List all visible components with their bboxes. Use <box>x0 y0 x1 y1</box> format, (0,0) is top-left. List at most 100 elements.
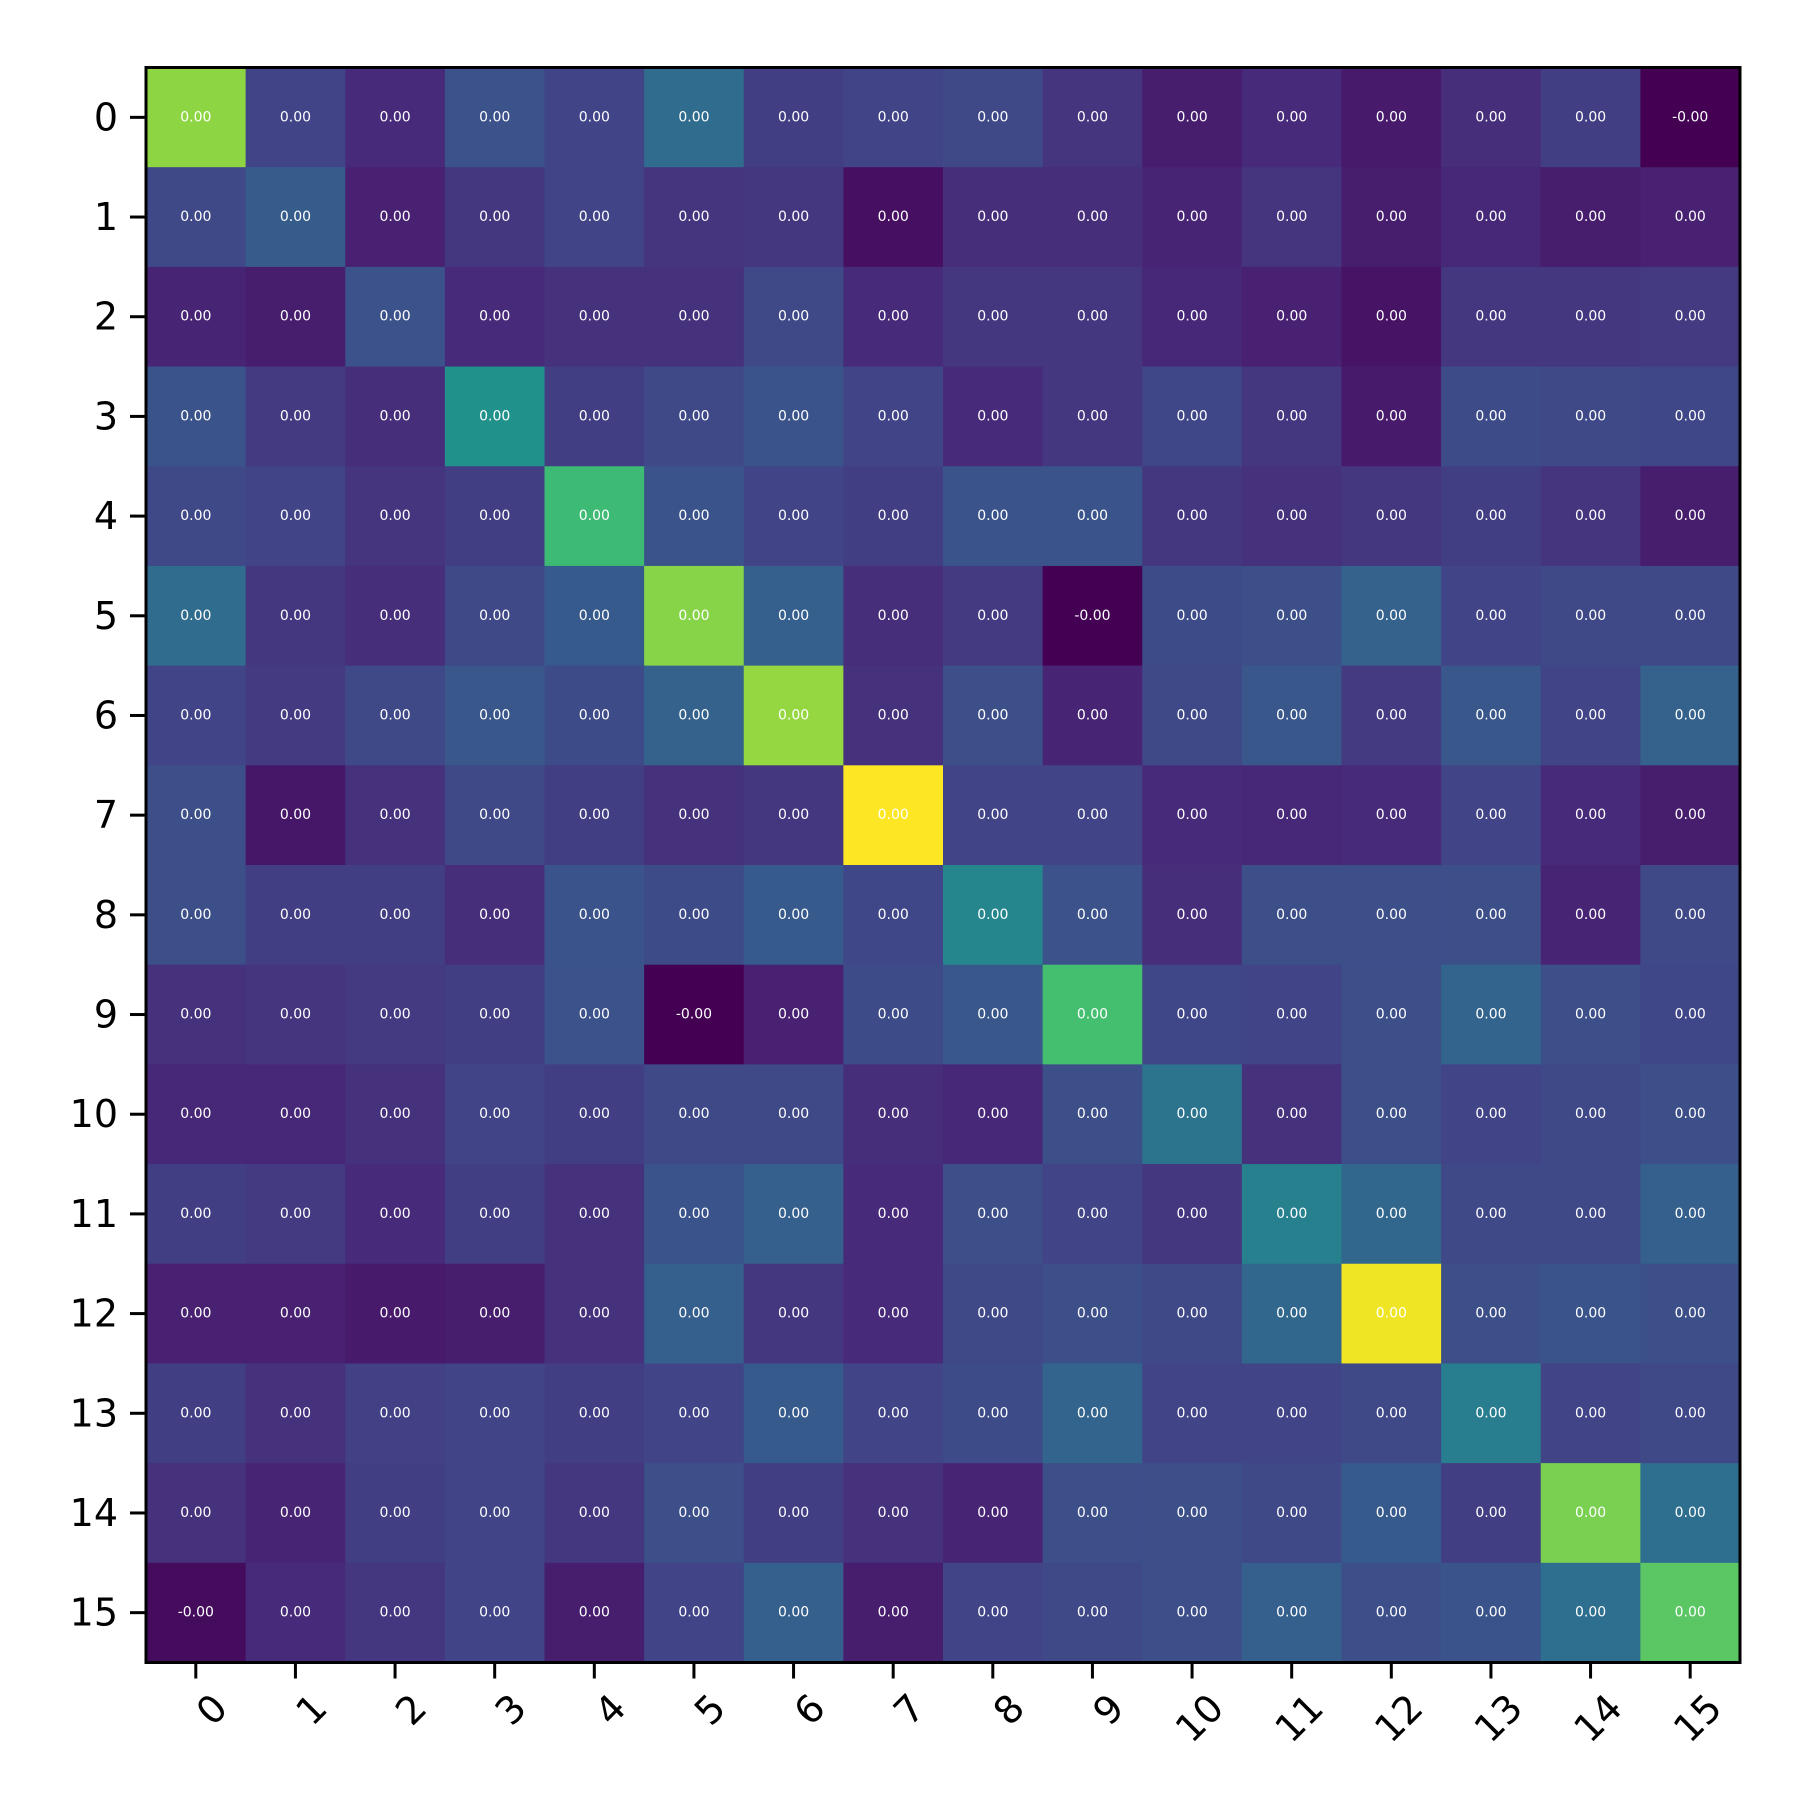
heatmap-cell <box>245 1164 346 1265</box>
heatmap-cell <box>345 765 446 866</box>
y-tick-label: 11 <box>70 1192 118 1236</box>
cell-value-label: 0.00 <box>180 807 211 823</box>
cell-value-label: 0.00 <box>878 1605 909 1621</box>
heatmap-cell <box>943 1164 1044 1265</box>
x-tick-label: 8 <box>985 1686 1033 1734</box>
heatmap-cell <box>1042 865 1143 966</box>
heatmap-cell <box>1241 1263 1343 1365</box>
heatmap-cell <box>1441 167 1542 268</box>
heatmap-cell <box>1540 366 1641 467</box>
heatmap-cell <box>743 1463 844 1564</box>
cell-value-label: 0.00 <box>280 1007 311 1023</box>
cell-value-label: 0.00 <box>1376 1106 1407 1122</box>
cell-value-label: 0.00 <box>379 1206 410 1222</box>
heatmap-cell <box>1540 1463 1641 1564</box>
cell-value-label: 0.00 <box>1276 109 1307 125</box>
heatmap-cell <box>743 565 844 667</box>
cell-value-label: 0.00 <box>977 1106 1008 1122</box>
heatmap-cell <box>245 1463 346 1564</box>
cell-value-label: 0.00 <box>778 1106 809 1122</box>
heatmap-cell <box>1241 565 1343 667</box>
heatmap-cell <box>444 1463 546 1564</box>
cell-value-label: 0.00 <box>180 907 211 923</box>
cell-value-label: 0.00 <box>878 907 909 923</box>
heatmap-cell <box>1540 865 1641 966</box>
heatmap-cell <box>1241 266 1343 368</box>
heatmap-cell <box>1042 1562 1143 1664</box>
heatmap-cell <box>146 665 247 766</box>
cell-value-label: 0.00 <box>280 1505 311 1521</box>
cell-value-label: 0.00 <box>1475 1306 1506 1322</box>
heatmap-cell <box>1042 1263 1143 1365</box>
cell-value-label: 0.00 <box>1077 209 1108 225</box>
heatmap-cell <box>444 67 546 168</box>
heatmap-cell <box>146 1562 247 1664</box>
heatmap-cell <box>1540 665 1641 766</box>
cell-value-label: 0.00 <box>1675 1106 1706 1122</box>
heatmap-cell <box>345 865 446 966</box>
cell-value-label: 0.00 <box>1276 807 1307 823</box>
heatmap-cell <box>544 565 645 667</box>
y-tick-label: 5 <box>94 594 118 638</box>
cell-value-label: 0.00 <box>977 1007 1008 1023</box>
cell-value-label: 0.00 <box>1077 1505 1108 1521</box>
heatmap-cell <box>1441 366 1542 467</box>
heatmap-cell <box>544 1463 645 1564</box>
heatmap-cell <box>1241 1463 1343 1564</box>
cell-value-label: 0.00 <box>479 707 510 723</box>
cell-value-label: 0.00 <box>778 1007 809 1023</box>
cell-value-label: 0.00 <box>1077 508 1108 524</box>
heatmap-cell <box>444 266 546 368</box>
cell-value-label: 0.00 <box>180 209 211 225</box>
cell-value-label: 0.00 <box>379 907 410 923</box>
cell-value-label: 0.00 <box>1077 1405 1108 1421</box>
heatmap-cell <box>1142 167 1243 268</box>
heatmap-cell <box>1640 1363 1741 1464</box>
x-axis: 0 1 2 3 4 5 6 7 8 9 10 11 12 13 14 15 <box>188 1662 1730 1751</box>
cell-value-label: 0.00 <box>1475 1405 1506 1421</box>
heatmap-cell <box>146 167 247 268</box>
heatmap-cell <box>1241 67 1343 168</box>
cell-value-label: 0.00 <box>1276 1306 1307 1322</box>
heatmap-cell <box>345 1263 446 1365</box>
heatmap-cell <box>743 1064 844 1165</box>
heatmap-cell <box>345 665 446 766</box>
heatmap-cell <box>843 964 944 1065</box>
x-tick-label: 10 <box>1167 1686 1232 1751</box>
heatmap-cell <box>345 67 446 168</box>
heatmap-cell <box>1241 665 1343 766</box>
cell-value-label: 0.00 <box>1376 209 1407 225</box>
cell-value-label: 0.00 <box>678 707 709 723</box>
cell-value-label: 0.00 <box>977 309 1008 325</box>
cell-value-label: 0.00 <box>1376 807 1407 823</box>
heatmap-cell <box>345 1363 446 1464</box>
cell-value-label: 0.00 <box>1176 807 1207 823</box>
heatmap-cell <box>1142 765 1243 866</box>
heatmap-cell <box>644 1263 745 1365</box>
heatmap-cell <box>943 1263 1044 1365</box>
heatmap-cell <box>1341 466 1442 567</box>
heatmap-cell <box>1441 565 1542 667</box>
cell-value-label: 0.00 <box>1475 1007 1506 1023</box>
cell-value-label: 0.00 <box>1176 1106 1207 1122</box>
heatmap-cell <box>1142 1263 1243 1365</box>
heatmap-cell <box>644 266 745 368</box>
heatmap-cell <box>943 1463 1044 1564</box>
heatmap-cell <box>146 67 247 168</box>
heatmap-cell <box>1540 167 1641 268</box>
heatmap-cell <box>1241 1562 1343 1664</box>
cell-value-label: 0.00 <box>479 1405 510 1421</box>
cell-value-label: 0.00 <box>1276 1405 1307 1421</box>
heatmap-cell <box>444 765 546 866</box>
heatmap-cell <box>245 466 346 567</box>
cell-value-label: 0.00 <box>977 1206 1008 1222</box>
cell-value-label: 0.00 <box>1575 1106 1606 1122</box>
heatmap-cell <box>1441 67 1542 168</box>
heatmap-cell <box>1640 1562 1741 1664</box>
cell-value-label: 0.00 <box>1475 1605 1506 1621</box>
x-tick-label: 5 <box>686 1686 734 1734</box>
heatmap-cell <box>544 1363 645 1464</box>
cell-value-label: 0.00 <box>180 109 211 125</box>
x-tick-label: 12 <box>1366 1686 1431 1751</box>
cell-value-label: 0.00 <box>579 608 610 624</box>
